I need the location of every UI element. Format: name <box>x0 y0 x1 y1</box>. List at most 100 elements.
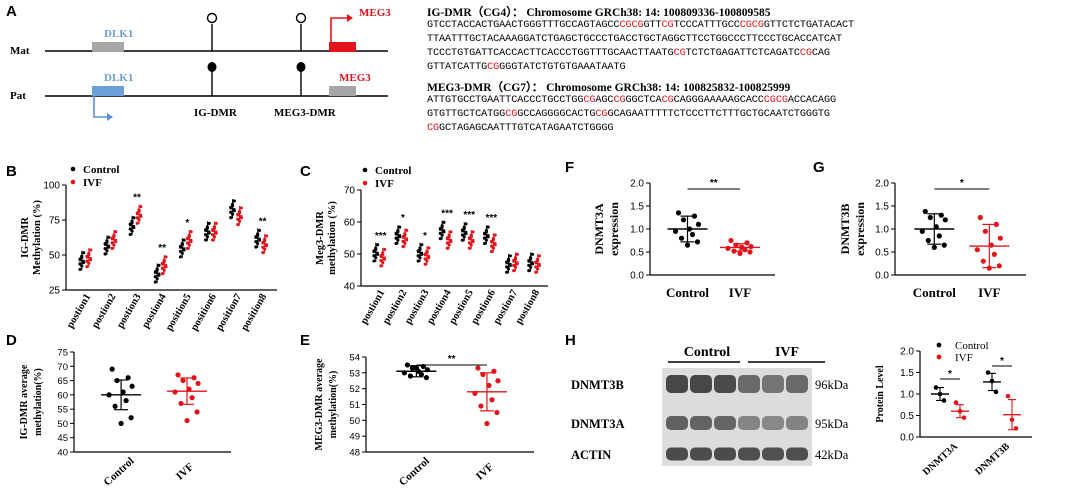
data-point <box>418 371 424 378</box>
data-point <box>484 230 488 234</box>
data-point <box>157 273 161 277</box>
data-point <box>471 230 475 234</box>
data-point <box>110 246 114 251</box>
data-point <box>178 400 184 407</box>
seq-meg3dmr-line-2: GTGTTGCTCATGGCGGCCAGGGGCACTGCGGCAGAATTTT… <box>427 109 830 120</box>
data-point <box>506 259 511 263</box>
data-point <box>484 420 490 427</box>
mat-meg3-label: MEG3 <box>359 7 391 19</box>
data-point <box>977 214 983 221</box>
legend-control-label: Control <box>955 340 989 352</box>
y-tick-label: 0.0 <box>900 433 914 444</box>
y-axis-label: methylation (%) <box>327 201 338 275</box>
data-point <box>81 260 86 265</box>
data-point <box>686 226 693 232</box>
data-point <box>985 370 991 375</box>
data-point <box>922 208 928 215</box>
data-point <box>112 235 116 239</box>
significance-mark: * <box>185 218 189 229</box>
data-point <box>164 255 168 259</box>
data-point <box>398 225 402 229</box>
x-category-label: IVF <box>729 285 751 300</box>
data-point <box>486 235 490 239</box>
data-point <box>961 415 967 420</box>
data-point <box>139 214 143 218</box>
data-point <box>135 216 139 220</box>
blot-band-label: DNMT3B <box>571 378 624 392</box>
panel-d-letter: D <box>6 332 17 349</box>
pat-meg3-label: MEG3 <box>339 72 371 84</box>
data-point <box>445 246 449 250</box>
data-point <box>375 243 380 247</box>
mat-meg3-tss-arrow <box>330 17 348 42</box>
data-point <box>212 226 217 230</box>
data-point <box>80 256 84 260</box>
blot-band-label: DNMT3A <box>571 417 624 431</box>
data-point <box>460 233 465 237</box>
data-point <box>991 251 997 257</box>
mat-meg3dmr-open-lollipop <box>295 12 307 24</box>
data-point <box>191 375 197 381</box>
y-tick-label: 1.0 <box>875 225 889 236</box>
data-point <box>214 231 218 235</box>
blot-band <box>786 447 808 461</box>
y-axis-label: expression <box>853 202 867 256</box>
data-point <box>109 366 115 372</box>
y-tick-label: 51 <box>349 400 360 411</box>
blot-band <box>738 375 760 393</box>
data-point <box>464 222 468 226</box>
data-point <box>379 264 383 268</box>
data-point <box>128 232 132 237</box>
data-point <box>232 199 236 203</box>
y-tick-label: 1.5 <box>630 202 644 213</box>
pat-dlk1-tss-arrow <box>93 96 108 118</box>
data-point <box>493 233 497 237</box>
y-tick-label: 50 <box>349 416 360 427</box>
data-point <box>489 397 495 403</box>
pat-label: Pat <box>10 90 26 102</box>
y-axis-label: Protein Level <box>875 365 886 423</box>
seq-meg3dmr-title: MEG3-DMR（CG7）： Chromosome GRCh38: 14: 10… <box>427 82 791 94</box>
data-point <box>536 259 540 263</box>
y-tick-label: 100 <box>43 181 60 192</box>
data-point <box>931 244 937 250</box>
data-point <box>747 249 753 255</box>
data-point <box>407 373 413 379</box>
data-point <box>162 260 166 264</box>
data-point <box>230 204 235 208</box>
pat-dlk1-arrowhead <box>107 113 113 121</box>
significance-mark: * <box>960 178 964 189</box>
data-point <box>475 365 481 371</box>
data-point <box>187 235 191 239</box>
data-point <box>534 270 538 274</box>
data-point <box>205 226 210 230</box>
data-point <box>731 248 737 254</box>
data-point <box>937 391 943 397</box>
y-tick-label: 25 <box>49 286 61 297</box>
data-point <box>382 257 387 261</box>
data-point <box>427 255 431 260</box>
data-point <box>438 237 442 241</box>
data-point <box>88 258 93 262</box>
data-point <box>938 212 944 218</box>
x-tick-label: position8 <box>239 292 269 333</box>
pat-dlk1-box <box>92 86 124 96</box>
data-point <box>742 247 748 253</box>
data-point <box>489 249 494 254</box>
data-point <box>374 247 378 252</box>
y-tick-label: 0.5 <box>875 248 889 259</box>
data-point <box>467 246 472 250</box>
data-point <box>396 230 400 234</box>
data-point <box>996 263 1002 269</box>
y-axis-label: IG-DMR average <box>19 364 30 439</box>
y-tick-label: 65 <box>57 376 68 387</box>
x-category-label: Control <box>102 455 137 488</box>
data-point <box>164 265 168 269</box>
y-tick-label: 1.0 <box>900 390 914 401</box>
y-axis-label: MEG3-DMR average <box>314 358 325 450</box>
data-point <box>211 238 215 242</box>
data-point <box>491 368 497 374</box>
mat-igdmr-open-lollipop <box>206 12 218 24</box>
data-point <box>88 248 93 252</box>
